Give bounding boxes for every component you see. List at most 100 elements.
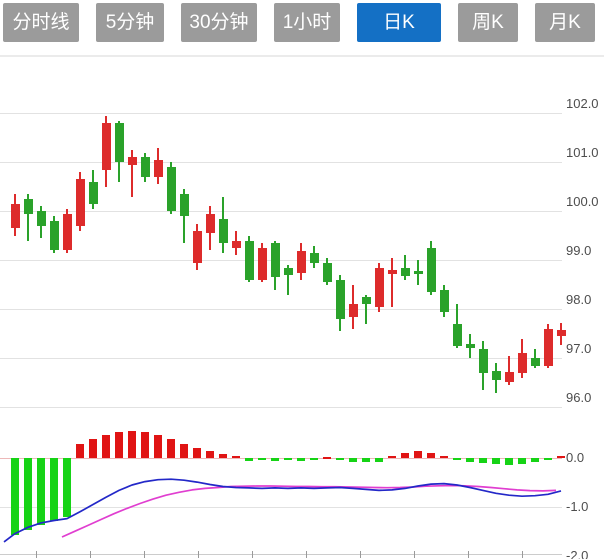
- candle-wick: [352, 284, 354, 329]
- candle-wick: [508, 355, 510, 386]
- candle-body-red: [374, 267, 384, 307]
- candle-wick: [300, 243, 302, 280]
- candle-wick: [131, 150, 133, 197]
- candle-wick: [313, 245, 315, 268]
- gridline-96: [0, 407, 562, 409]
- candle-body-red: [205, 213, 215, 234]
- candle-wick: [482, 341, 484, 391]
- candle-wick: [456, 304, 458, 349]
- candle-wick: [443, 284, 445, 317]
- dea-line: [61, 484, 557, 538]
- candle-body-green: [23, 199, 33, 214]
- time-axis-line: [0, 554, 562, 555]
- candle-wick: [495, 363, 497, 393]
- candle-body-red: [231, 240, 241, 249]
- candle-wick: [261, 243, 263, 283]
- candle-body-green: [36, 211, 46, 226]
- candle-wick: [534, 348, 536, 369]
- price-label: 99.0: [566, 243, 592, 259]
- candle-body-red: [517, 353, 527, 373]
- price-label: 101.0: [566, 145, 599, 161]
- candle-body-red: [257, 248, 267, 280]
- price-label: 97.0: [566, 341, 592, 357]
- candle-wick: [417, 260, 419, 285]
- candle-wick: [27, 194, 29, 241]
- tab-5分钟[interactable]: 5分钟: [96, 3, 164, 42]
- candle-body-green: [49, 221, 59, 251]
- candle-body-green: [270, 243, 280, 278]
- candle-wick: [157, 147, 159, 185]
- candle-wick: [287, 265, 289, 295]
- price-label: 96.0: [566, 390, 592, 406]
- candle-wick: [274, 240, 276, 290]
- tab-月K[interactable]: 月K: [535, 3, 595, 42]
- candle-body-green: [530, 358, 540, 366]
- candle-body-green: [179, 194, 189, 217]
- gridline-98: [0, 309, 562, 311]
- candle-body-green: [465, 343, 475, 349]
- tab-周K[interactable]: 周K: [458, 3, 518, 42]
- candle-wick: [222, 196, 224, 253]
- price-label: 100.0: [566, 194, 599, 210]
- candle-body-red: [62, 213, 72, 251]
- candle-body-green: [439, 289, 449, 312]
- candle-body-red: [10, 203, 20, 229]
- candle-body-green: [140, 157, 150, 177]
- candle-wick: [365, 294, 367, 324]
- candle-body-green: [322, 262, 332, 283]
- candle-body-red: [127, 157, 137, 165]
- candle-body-green: [114, 123, 124, 163]
- candle-body-green: [283, 267, 293, 275]
- candle-body-green: [413, 271, 423, 274]
- tab-1小时[interactable]: 1小时: [274, 3, 340, 42]
- interval-tab-bar: 分时线 5分钟 30分钟 1小时 日K 周K 月K: [3, 3, 595, 42]
- candle-body-green: [309, 252, 319, 263]
- candle-body-green: [478, 348, 488, 373]
- candle-wick: [378, 262, 380, 312]
- candle-wick: [170, 162, 172, 214]
- gridline-100: [0, 211, 562, 213]
- candle-body-green: [361, 297, 371, 305]
- candle-wick: [14, 194, 16, 236]
- candle-body-green: [426, 248, 436, 293]
- candle-body-green: [491, 370, 501, 381]
- candle-wick: [66, 208, 68, 253]
- candle-wick: [430, 240, 432, 295]
- candle-body-red: [75, 179, 85, 226]
- candle-wick: [326, 257, 328, 285]
- price-label: 98.0: [566, 292, 592, 308]
- gridline-102: [0, 113, 562, 115]
- candle-body-green: [452, 324, 462, 347]
- candle-wick: [521, 338, 523, 378]
- candle-wick: [118, 120, 120, 182]
- candle-wick: [53, 216, 55, 253]
- candle-wick: [248, 235, 250, 283]
- candle-wick: [209, 206, 211, 251]
- candle-body-red: [101, 123, 111, 170]
- tab-分时线[interactable]: 分时线: [3, 3, 79, 42]
- tab-日K (selected)[interactable]: 日K: [357, 3, 441, 42]
- candle-body-red: [543, 328, 553, 366]
- candle-wick: [469, 333, 471, 359]
- gridline-101: [0, 162, 562, 164]
- price-label: 102.0: [566, 96, 599, 112]
- candle-body-red: [348, 304, 358, 317]
- candle-wick: [339, 275, 341, 332]
- tab-30分钟[interactable]: 30分钟: [181, 3, 257, 42]
- candle-wick: [144, 152, 146, 182]
- gridline-99: [0, 260, 562, 262]
- candle-wick: [92, 169, 94, 209]
- dif-line: [3, 478, 562, 543]
- candle-wick: [547, 324, 549, 369]
- candle-body-red: [296, 250, 306, 273]
- candle-body-green: [244, 240, 254, 280]
- candle-body-green: [400, 267, 410, 276]
- candle-wick: [105, 115, 107, 187]
- candle-body-red: [153, 159, 163, 177]
- candle-wick: [404, 255, 406, 280]
- candle-wick: [183, 189, 185, 244]
- gridline-97: [0, 358, 562, 360]
- candle-wick: [235, 230, 237, 256]
- candle-body-red: [556, 329, 566, 337]
